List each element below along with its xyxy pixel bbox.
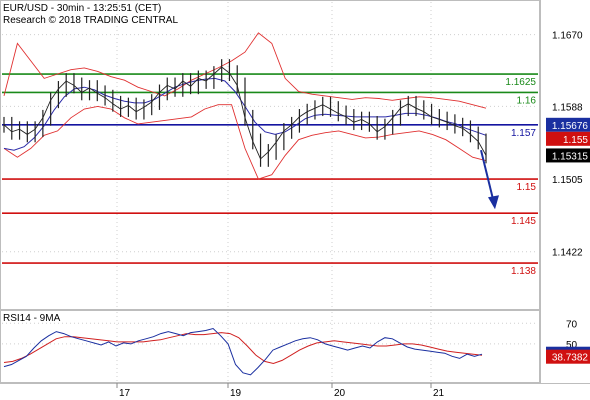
- rsi-y-tick-label: 50: [566, 340, 578, 351]
- x-tick-label: 21: [433, 388, 445, 399]
- rsi-panel-frame: [0, 310, 540, 383]
- forecast-arrow-group: [480, 149, 499, 210]
- price-tag-label: 1.155: [563, 135, 588, 146]
- x-tick-label: 20: [334, 388, 346, 399]
- level-label: 1.16: [517, 95, 537, 106]
- band-lower-line: [3, 104, 487, 180]
- level-label: 1.145: [511, 216, 536, 227]
- level-label: 1.138: [511, 266, 536, 277]
- forecast-arrow-shaft: [480, 149, 495, 204]
- axis-labels: 1.1670 1.1588 1.1505 1.1422 70 50 17 19 20 21: [116, 31, 583, 399]
- price-line: [3, 66, 487, 160]
- price-tag-label: 1.15315: [552, 151, 589, 162]
- price-tag-box: [546, 148, 590, 163]
- rsi-grid: [2, 312, 538, 382]
- x-tick-label: 19: [230, 388, 242, 399]
- level-label: 1.1625: [505, 77, 536, 88]
- main-y-tick-label: 1.1588: [552, 102, 583, 113]
- main-y-tick-label: 1.1422: [552, 248, 583, 259]
- main-y-tick-label: 1.1505: [552, 175, 583, 186]
- main-y-tick-label: 1.1670: [552, 31, 583, 42]
- rsi-panel-label: RSI14 - 9MA: [3, 313, 61, 324]
- support-resistance-levels: 1.1625 1.16 1.157 1.15 1.145 1.138: [2, 73, 538, 277]
- chart-subtitle: Research © 2018 TRADING CENTRAL: [3, 15, 178, 26]
- level-label: 1.15: [517, 182, 537, 193]
- price-tag-box: [546, 349, 590, 364]
- rsi-series: [3, 327, 483, 376]
- rsi-line: [3, 327, 483, 376]
- price-tag-label: 38.7382: [552, 353, 589, 364]
- band-upper-line: [3, 32, 487, 109]
- forecast-arrow-head: [488, 195, 499, 210]
- x-tick-label: 17: [119, 388, 131, 399]
- price-tag-label: 1.15676: [552, 121, 589, 132]
- main-series: [3, 32, 487, 180]
- price-tag-box: [546, 117, 590, 132]
- main-panel-frame: [0, 0, 540, 310]
- chart-title: EUR/USD - 30min - 13:25:51 (CET): [3, 3, 161, 14]
- rsi-y-tick-label: 70: [566, 319, 578, 330]
- level-label: 1.157: [511, 128, 536, 139]
- price-tag-box: [546, 131, 590, 146]
